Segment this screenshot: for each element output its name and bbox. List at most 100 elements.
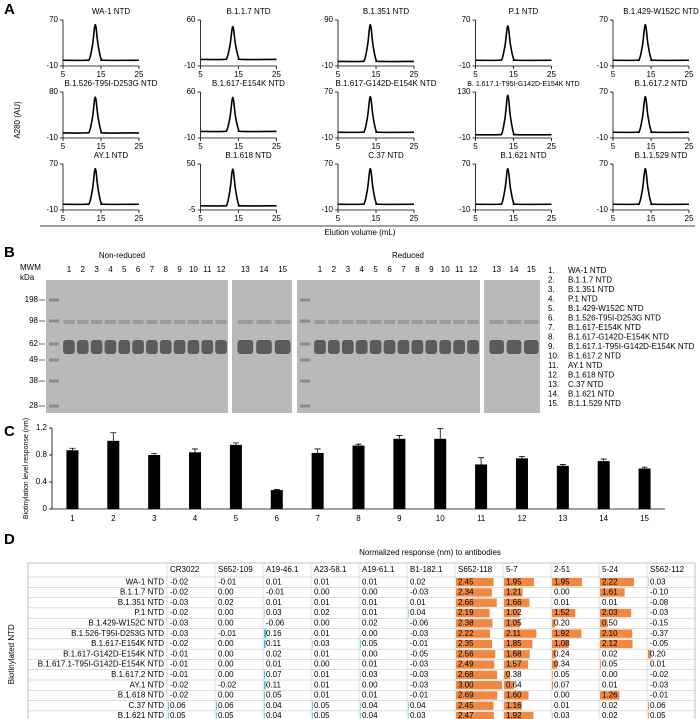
cell: 0.00 bbox=[218, 691, 234, 700]
band bbox=[383, 340, 396, 354]
y-tick-label: 70 bbox=[324, 87, 333, 96]
panel-label: B bbox=[4, 244, 15, 261]
trace bbox=[612, 95, 690, 134]
cell: 2.49 bbox=[458, 660, 474, 669]
data-bar bbox=[552, 670, 553, 679]
data-bar bbox=[504, 681, 514, 690]
cell: 0.01 bbox=[266, 660, 282, 669]
cell: 1.52 bbox=[554, 608, 570, 617]
cell: 0.01 bbox=[554, 598, 570, 607]
x-tick-label: 5 bbox=[611, 142, 616, 151]
cell: 2.35 bbox=[458, 639, 474, 648]
legend-label: B.1.429-W152C NTD bbox=[568, 304, 644, 313]
data-bar bbox=[264, 629, 267, 638]
data-bar bbox=[168, 701, 169, 710]
band-faint bbox=[342, 320, 354, 324]
chart-title: B.1.351 NTD bbox=[363, 7, 409, 16]
lane-number: 4 bbox=[108, 265, 113, 274]
cell: -0.03 bbox=[410, 660, 429, 669]
cell: 0.50 bbox=[602, 618, 618, 627]
chart-title: C.37 NTD bbox=[368, 151, 404, 160]
error-bar bbox=[110, 432, 117, 441]
data-bar bbox=[552, 639, 569, 649]
lane-number: 15 bbox=[278, 265, 287, 274]
x-tick-label: 25 bbox=[135, 142, 144, 151]
cell: -0.10 bbox=[650, 588, 669, 597]
lane-number: 12 bbox=[217, 265, 226, 274]
cell: 0.01 bbox=[314, 577, 330, 586]
lane-number: 11 bbox=[203, 265, 212, 274]
column-header: 5-24 bbox=[602, 565, 619, 574]
x-tick-label: 2 bbox=[111, 514, 116, 523]
x-tick-label: 25 bbox=[135, 70, 144, 79]
x-tick-label: 25 bbox=[410, 70, 419, 79]
y-tick-label: -10 bbox=[321, 205, 333, 214]
x-tick-label: 15 bbox=[234, 142, 243, 151]
cell: 0.01 bbox=[650, 660, 666, 669]
x-tick-label: 15 bbox=[509, 70, 518, 79]
error-bar bbox=[437, 428, 444, 439]
band bbox=[132, 340, 144, 354]
cell: 1.16 bbox=[506, 701, 522, 710]
band bbox=[341, 340, 354, 354]
cell: 0.05 bbox=[314, 701, 330, 710]
cell: 0.05 bbox=[170, 711, 186, 719]
lane-number: 7 bbox=[401, 265, 406, 274]
y-tick-label: -10 bbox=[321, 61, 333, 70]
lane-number: 1 bbox=[318, 265, 323, 274]
y-tick-label: 0 bbox=[43, 504, 48, 513]
x-tick-label: 25 bbox=[410, 142, 419, 151]
band bbox=[453, 340, 465, 354]
legend-label: B.1.526-T95I-D253G NTD bbox=[568, 314, 661, 323]
cell: 2.34 bbox=[458, 588, 474, 597]
cell: 0.02 bbox=[314, 608, 330, 617]
cell: 0.01 bbox=[314, 691, 330, 700]
band-faint bbox=[370, 320, 382, 324]
y-axis-label: Biotinylation level response (nm) bbox=[23, 418, 30, 519]
x-tick-label: 15 bbox=[372, 142, 381, 151]
trace bbox=[62, 96, 140, 134]
data-bar bbox=[600, 691, 620, 700]
band-faint bbox=[275, 320, 291, 324]
x-tick-label: 3 bbox=[152, 514, 157, 523]
y-tick-label: 70 bbox=[49, 15, 58, 24]
x-tick-label: 5 bbox=[336, 214, 341, 223]
cell: 0.01 bbox=[314, 629, 330, 638]
cell: 0.00 bbox=[218, 618, 234, 627]
data-bar bbox=[360, 701, 361, 710]
x-tick-label: 15 bbox=[97, 70, 106, 79]
column-header: A23-58.1 bbox=[314, 565, 347, 574]
data-bar bbox=[552, 608, 576, 618]
lane-number: 9 bbox=[429, 265, 434, 274]
data-bar bbox=[264, 711, 265, 719]
band bbox=[411, 340, 424, 354]
lane-number: 10 bbox=[441, 265, 450, 274]
data-bar bbox=[456, 598, 497, 607]
chart-title: WA-1 NTD bbox=[92, 7, 131, 16]
y-tick-label: 0.4 bbox=[36, 477, 48, 486]
panel-label: A bbox=[4, 1, 15, 18]
cell: 0.04 bbox=[266, 711, 282, 719]
cell: -0.02 bbox=[170, 691, 189, 700]
y-tick-label: -5 bbox=[188, 205, 196, 214]
row-label: P.1 NTD bbox=[134, 608, 164, 617]
x-axis-label: Elution volume (mL) bbox=[324, 228, 395, 237]
data-bar bbox=[648, 701, 649, 710]
x-tick-label: 5 bbox=[198, 70, 203, 79]
band-faint bbox=[201, 320, 213, 324]
marker-band bbox=[300, 319, 310, 323]
cell: 2.22 bbox=[458, 629, 474, 638]
chart-title: B.1.621 NTD bbox=[500, 151, 546, 160]
trace bbox=[62, 167, 140, 206]
error-bar bbox=[600, 458, 607, 462]
data-bar bbox=[504, 629, 537, 638]
column-header: S652-118 bbox=[458, 565, 493, 574]
row-label: C.37 NTD bbox=[128, 701, 164, 710]
y-tick-label: -10 bbox=[596, 205, 608, 214]
chart-title: B.1.526-T95I-D253G NTD bbox=[65, 79, 158, 88]
x-tick-label: 5 bbox=[61, 70, 66, 79]
cell: 0.03 bbox=[410, 711, 426, 719]
bar bbox=[229, 444, 242, 509]
cell: 0.02 bbox=[602, 649, 618, 658]
x-tick-label: 9 bbox=[397, 514, 402, 523]
